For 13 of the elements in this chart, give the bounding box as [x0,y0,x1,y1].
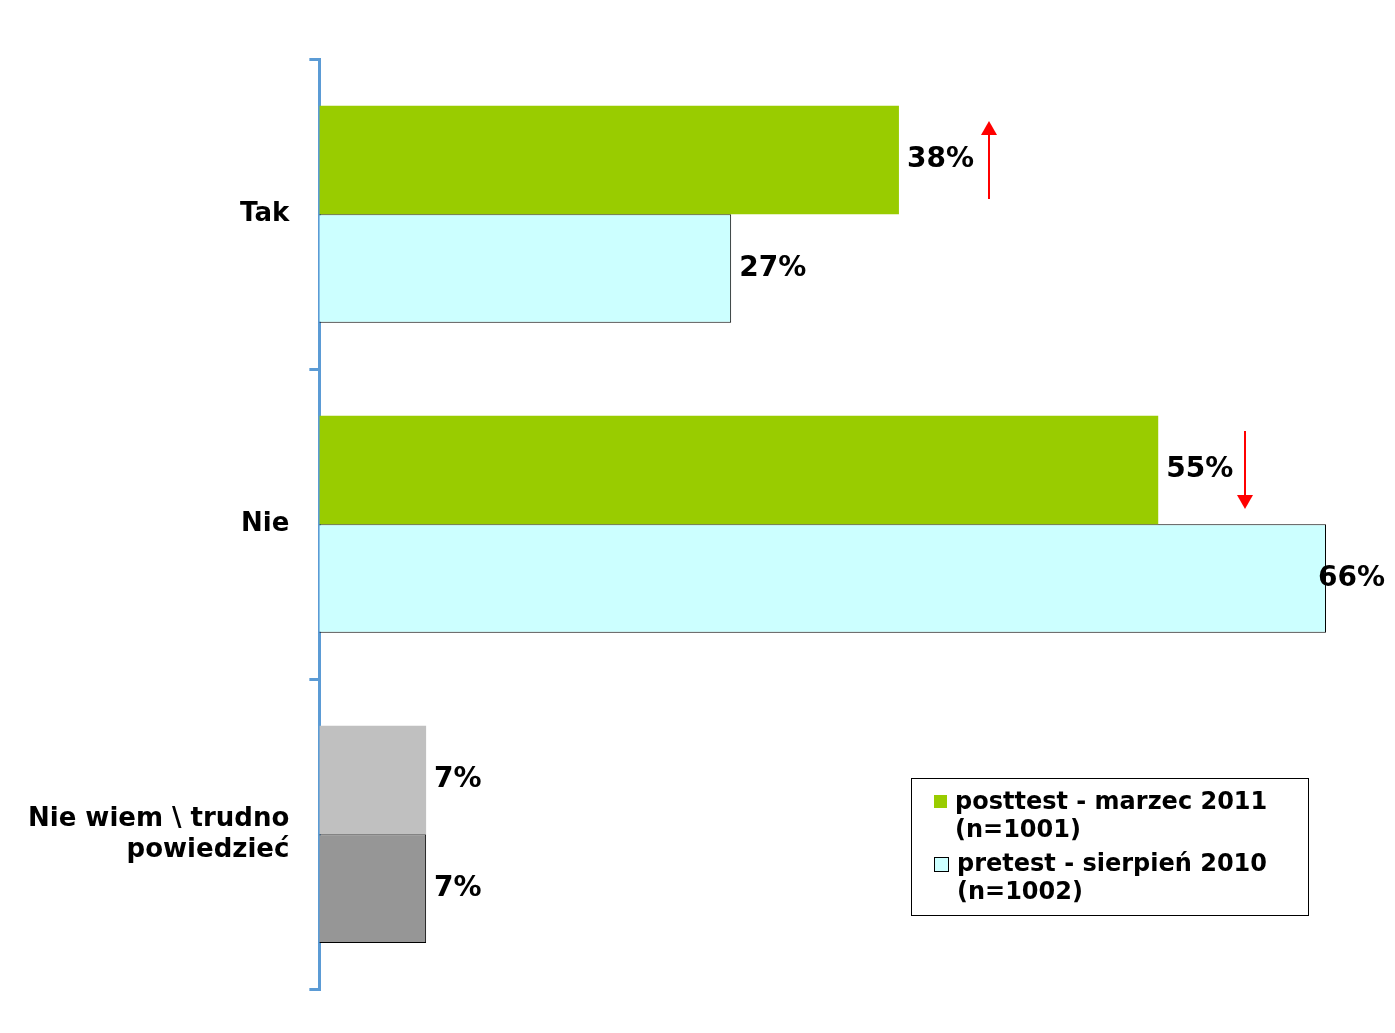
data-label: 38% [906,141,974,175]
bar [319,725,427,835]
y-tick-label: Nie [241,507,290,538]
y-tick-label: Nie wiem \ trudno powiedzieć [28,801,290,863]
y-tick-label: Tak [240,196,291,227]
data-label: 27% [739,249,807,283]
bar [319,415,1159,525]
bar [319,105,899,215]
legend-label: posttest - marzec 2011 (n=1001) [955,787,1269,843]
data-label: 55% [1166,451,1234,485]
data-label: 7% [434,761,482,795]
data-label: 7% [434,869,482,903]
legend-label: pretest - sierpień 2010 (n=1002) [957,849,1269,905]
